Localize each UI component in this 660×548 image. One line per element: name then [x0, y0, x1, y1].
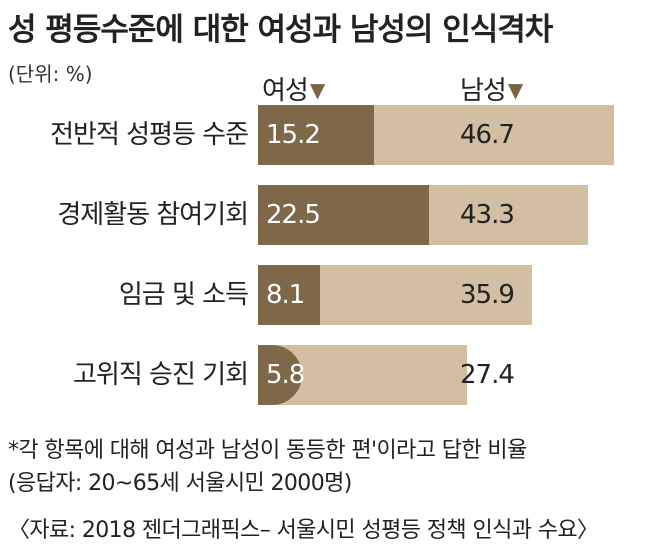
value-label-male: 43.3: [460, 200, 515, 230]
legend-female: 여성 ▼: [262, 70, 325, 107]
footnote-definition: *각 항목에 대해 여성과 남성이 동등한 편'이라고 답한 비율: [8, 438, 527, 463]
unit-label: (단위: %): [8, 62, 93, 86]
category-label: 전반적 성평등 수준: [50, 120, 249, 150]
footnote-respondents: (응답자: 20~65세 서울시민 2000명): [8, 471, 352, 496]
value-label-male: 46.7: [460, 120, 515, 150]
category-label: 임금 및 소득: [118, 280, 249, 310]
legend-female-marker-icon: ▼: [309, 78, 325, 102]
value-label-female: 5.8: [266, 360, 305, 390]
source-note: 〈자료: 2018 젠더그래픽스– 서울시민 성평등 정책 인식과 수요〉: [8, 518, 599, 543]
legend-female-label: 여성: [262, 76, 309, 106]
value-label-female: 15.2: [266, 120, 321, 150]
bar-female: [258, 105, 374, 165]
chart-title: 성 평등수준에 대한 여성과 남성의 인식격차: [8, 12, 553, 48]
bar-female: [258, 265, 320, 325]
value-label-male: 27.4: [460, 360, 515, 390]
bar-female: [258, 185, 430, 245]
legend-male-marker-icon: ▼: [507, 78, 523, 102]
legend-male: 남성 ▼: [460, 70, 523, 107]
legend-male-label: 남성: [460, 76, 507, 106]
value-label-female: 22.5: [266, 200, 321, 230]
value-label-male: 35.9: [460, 280, 515, 310]
value-label-female: 8.1: [266, 280, 305, 310]
category-label: 고위직 승진 기회: [73, 360, 249, 390]
category-label: 경제활동 참여기회: [57, 200, 249, 230]
